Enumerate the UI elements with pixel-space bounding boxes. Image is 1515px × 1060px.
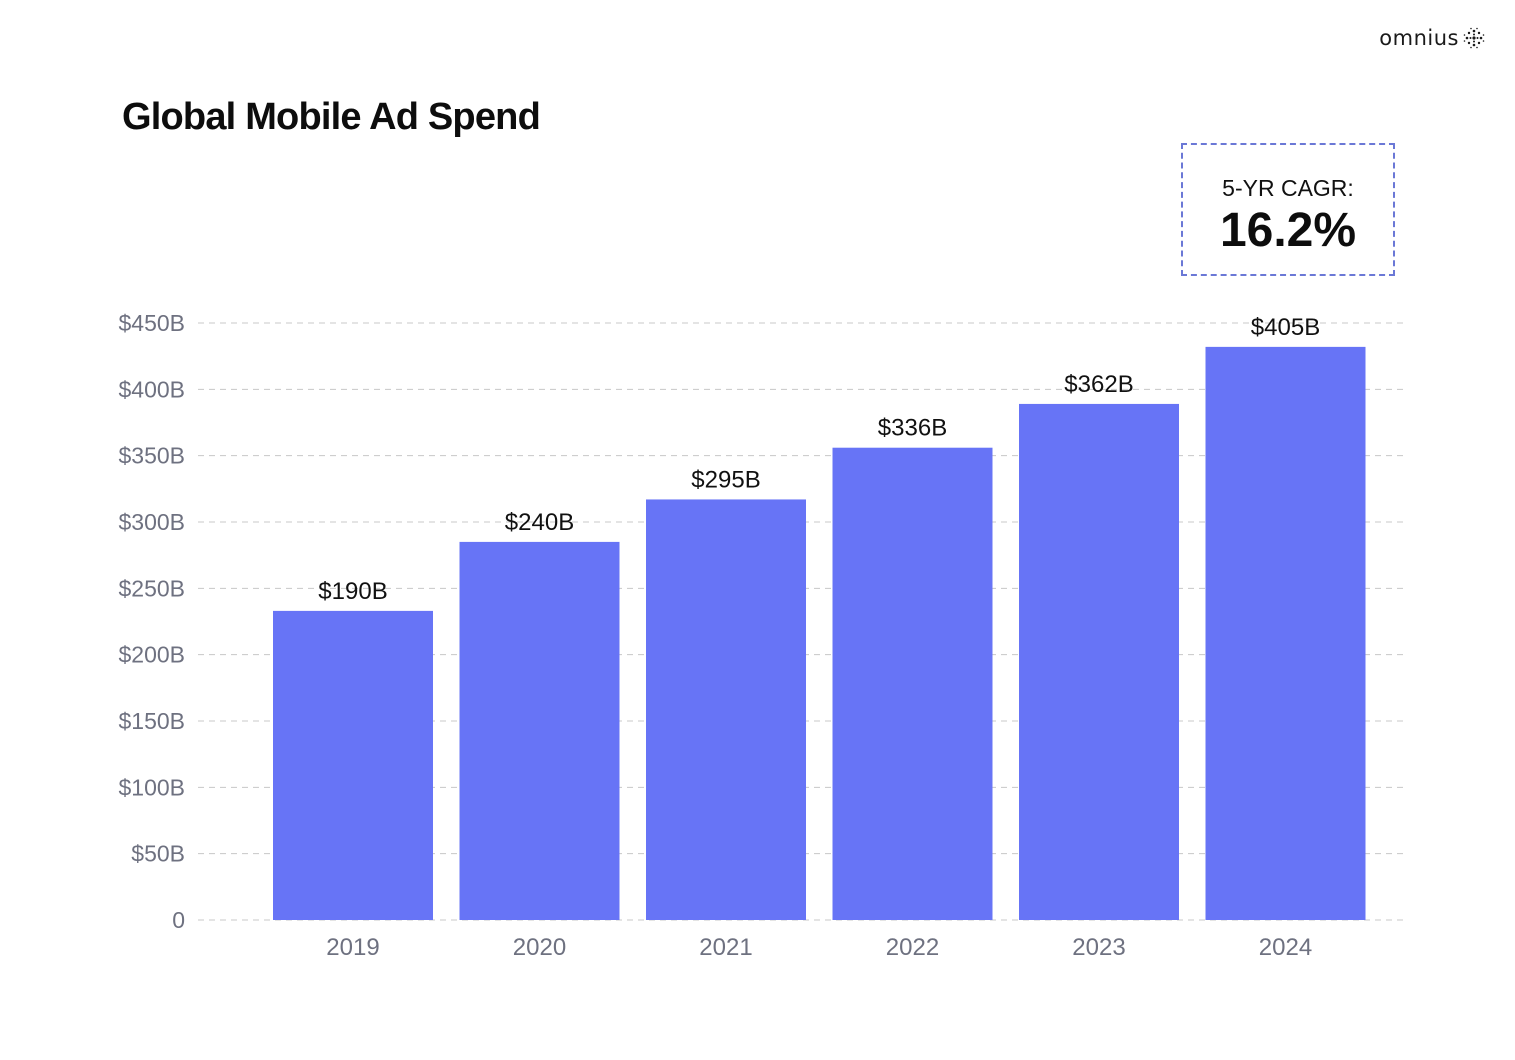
bar-value-label: $362B (1064, 371, 1133, 398)
chart-title: Global Mobile Ad Spend (122, 96, 541, 138)
y-tick-label: $150B (118, 708, 185, 734)
brand-name: omnius (1379, 26, 1459, 50)
y-tick-label: $50B (131, 841, 185, 867)
y-tick-label: $300B (118, 509, 185, 535)
bar-value-label: $295B (691, 466, 760, 493)
y-tick-label: 0 (172, 907, 185, 933)
bar-value-label: $336B (878, 415, 947, 442)
bar (1019, 403, 1179, 921)
y-tick-label: $250B (118, 575, 185, 601)
bar (459, 541, 620, 920)
y-tick-label: $350B (118, 443, 185, 469)
bar (1205, 346, 1366, 920)
bar (832, 447, 993, 920)
x-tick-label: 2024 (1259, 934, 1312, 961)
cagr-callout: 5-YR CAGR: 16.2% (1181, 143, 1395, 276)
dotted-sphere-icon (1463, 27, 1485, 49)
bar (646, 499, 806, 920)
x-tick-label: 2021 (699, 934, 752, 961)
brand-logo: omnius (1379, 26, 1485, 50)
bar-value-label: $405B (1251, 314, 1320, 341)
y-tick-label: $400B (118, 376, 185, 402)
x-tick-label: 2023 (1072, 934, 1125, 961)
cagr-label: 5-YR CAGR: (1222, 175, 1354, 201)
y-tick-label: $100B (118, 774, 185, 800)
y-tick-label: $200B (118, 642, 185, 668)
x-tick-label: 2020 (513, 934, 566, 961)
bar (273, 610, 433, 920)
bar-value-label: $240B (505, 509, 574, 536)
x-tick-label: 2019 (326, 934, 379, 961)
y-tick-label: $450B (118, 310, 185, 336)
cagr-value: 16.2% (1219, 204, 1357, 257)
x-tick-label: 2022 (886, 934, 939, 961)
bar-value-label: $190B (318, 578, 387, 605)
